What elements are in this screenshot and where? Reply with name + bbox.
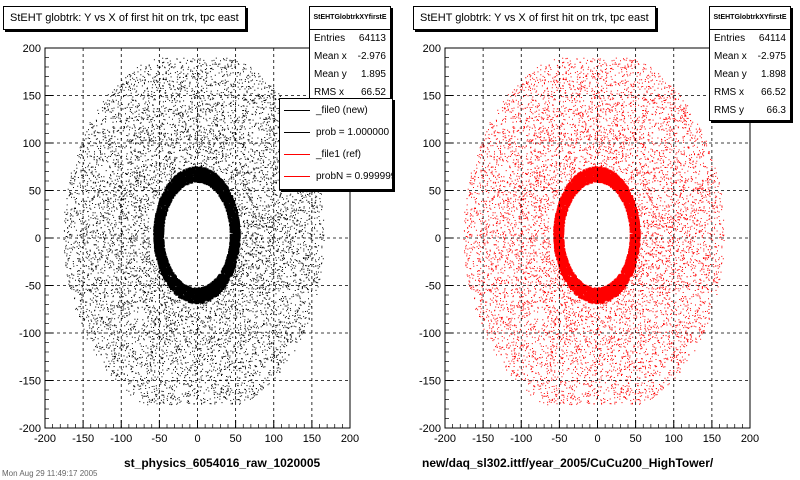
stats-label: RMS x — [714, 87, 744, 98]
stats-value: -2.975 — [757, 51, 786, 62]
left-stats-box: StEHTGlobtrkXYfirstE Entries 64113 Mean … — [309, 6, 391, 103]
right-plot-title: StEHT globtrk: Y vs X of first hit on tr… — [413, 6, 656, 30]
left-stats-title: StEHTGlobtrkXYfirstE — [310, 7, 390, 30]
x-tick-label: 150 — [703, 433, 721, 445]
legend-line-red — [284, 175, 310, 177]
x-tick-label: 0 — [594, 433, 600, 445]
right-histogram-panel: -200 -150 -100 -50 0 50 100 150 200 -200 -150 -100 -… — [400, 0, 800, 480]
y-tick-label: 50 — [429, 186, 441, 198]
x-tick-label: -150 — [72, 433, 94, 445]
y-tick-label: 100 — [423, 138, 441, 150]
y-tick-label: 200 — [23, 43, 41, 55]
stats-value: 66.52 — [760, 87, 786, 98]
left-plot-title: StEHT globtrk: Y vs X of first hit on tr… — [3, 6, 246, 30]
x-tick-label: 0 — [194, 433, 200, 445]
legend-line-black — [284, 131, 310, 133]
stats-label: Mean x — [714, 51, 747, 62]
x-tick-label: 200 — [741, 433, 759, 445]
x-tick-label: -150 — [472, 433, 494, 445]
right-caption: new/daq_sl302.ittf/year_2005/CuCu200_Hig… — [422, 456, 714, 470]
right-stats-row: RMS y 66.3 — [710, 102, 790, 120]
x-tick-label: -50 — [551, 433, 567, 445]
stats-value: 66.52 — [360, 87, 386, 98]
stats-label: RMS y — [714, 105, 744, 116]
legend-label: prob = 1.000000 — [316, 126, 390, 138]
legend-entry: _file0 (new) — [280, 99, 392, 121]
legend-label: probN = 0.999999 — [316, 170, 393, 182]
y-tick-label: 0 — [435, 233, 441, 245]
x-tick-label: 200 — [341, 433, 359, 445]
stats-value: 64114 — [758, 33, 786, 44]
y-tick-label: 50 — [29, 186, 41, 198]
y-tick-label: -150 — [419, 376, 441, 388]
y-tick-label: -100 — [19, 328, 41, 340]
legend-label: _file1 (ref) — [316, 148, 362, 160]
y-tick-label: -200 — [19, 423, 41, 435]
legend-line-red — [284, 153, 310, 155]
x-tick-label: 100 — [265, 433, 283, 445]
y-tick-label: 0 — [35, 233, 41, 245]
left-stats-row: Mean y 1.895 — [310, 66, 390, 84]
y-tick-label: 100 — [23, 138, 41, 150]
x-tick-label: -100 — [110, 433, 132, 445]
y-tick-label: -200 — [419, 423, 441, 435]
right-stats-row: Mean x -2.975 — [710, 48, 790, 66]
stats-value: 64113 — [358, 33, 386, 44]
y-tick-label: -50 — [425, 281, 441, 293]
y-tick-label: -150 — [19, 376, 41, 388]
legend-entry: prob = 1.000000 — [280, 121, 392, 143]
stats-value: 1.895 — [360, 69, 386, 80]
y-tick-label: 150 — [423, 91, 441, 103]
right-stats-row: Mean y 1.898 — [710, 66, 790, 84]
stats-value: 66.3 — [766, 105, 786, 116]
right-stats-row: RMS x 66.52 — [710, 84, 790, 102]
stats-label: Entries — [714, 33, 746, 44]
legend-label: _file0 (new) — [316, 104, 368, 116]
left-stats-row: RMS x 66.52 — [310, 84, 390, 102]
right-stats-title: StEHTGlobtrkXYfirstE — [710, 7, 790, 30]
legend-line-black — [284, 109, 310, 111]
legend-entry: _file1 (ref) — [280, 143, 392, 165]
x-tick-label: 50 — [230, 433, 242, 445]
stats-label: Entries — [314, 33, 346, 44]
footer-timestamp: Mon Aug 29 11:49:17 2005 — [2, 469, 98, 478]
y-tick-label: 150 — [23, 91, 41, 103]
left-stats-row: Entries 64113 — [310, 30, 390, 48]
left-legend: _file0 (new) prob = 1.000000 _file1 (ref… — [279, 98, 393, 190]
right-stats-row: Entries 64114 — [710, 30, 790, 48]
stats-label: Mean y — [714, 69, 747, 80]
x-tick-label: 50 — [630, 433, 642, 445]
left-caption: st_physics_6054016_raw_1020005 — [124, 456, 321, 470]
legend-entry: probN = 0.999999 — [280, 165, 392, 187]
stats-label: Mean x — [314, 51, 347, 62]
x-tick-label: -200 — [434, 433, 456, 445]
stats-label: RMS x — [314, 87, 344, 98]
x-tick-label: -100 — [510, 433, 532, 445]
x-tick-label: 100 — [665, 433, 683, 445]
y-tick-label: -100 — [419, 328, 441, 340]
y-tick-label: -50 — [25, 281, 41, 293]
right-stats-box: StEHTGlobtrkXYfirstE Entries 64114 Mean … — [709, 6, 791, 121]
right-scatter-plot: -200 -150 -100 -50 0 50 100 150 200 -200 -150 -100 -… — [419, 43, 759, 445]
x-tick-label: -50 — [151, 433, 167, 445]
stats-value: 1.898 — [760, 69, 786, 80]
left-histogram-panel: -200 -150 -100 -50 0 50 100 150 200 -200 -150 -100 -… — [3, 6, 393, 470]
stats-value: -2.976 — [357, 51, 386, 62]
left-stats-row: Mean x -2.976 — [310, 48, 390, 66]
y-tick-label: 200 — [423, 43, 441, 55]
x-tick-label: -200 — [34, 433, 56, 445]
x-tick-label: 150 — [303, 433, 321, 445]
stats-label: Mean y — [314, 69, 347, 80]
